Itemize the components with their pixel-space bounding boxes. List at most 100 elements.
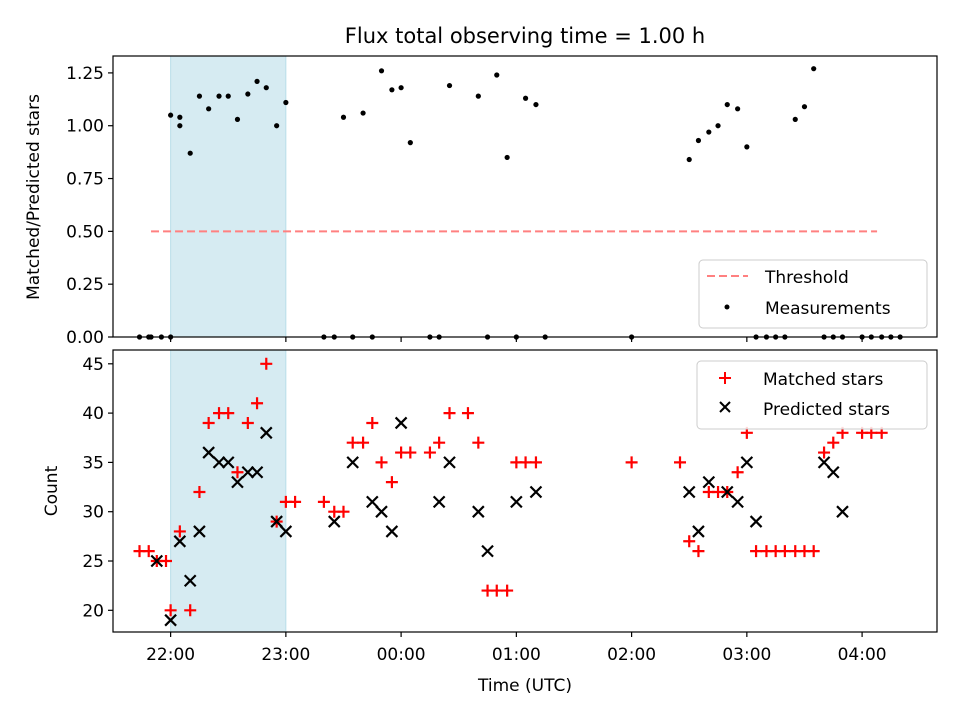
measurement-point [706, 129, 712, 135]
predicted-star-point [740, 456, 754, 469]
predicted-star-point [692, 525, 705, 538]
measurement-point [274, 123, 280, 129]
predicted-star-point [529, 485, 543, 499]
matched-star-point [357, 436, 370, 449]
matched-star-point [683, 535, 696, 548]
legend-matched-swatch [719, 372, 731, 384]
measurement-point [522, 95, 529, 101]
x-tick-label: 23:00 [261, 645, 310, 665]
bottom-plot-frame [112, 349, 938, 633]
matched-star-point [778, 545, 791, 558]
bottom-y-ticks: 20 25 30 35 40 45 [82, 355, 113, 621]
top-plot-frame [112, 55, 938, 338]
x-tick-label: 01:00 [492, 645, 541, 665]
measurement-point [811, 66, 817, 72]
matched-star-point [625, 456, 638, 469]
matched-star-point [231, 466, 244, 479]
matched-star-point [750, 545, 763, 558]
measurement-point [378, 68, 385, 74]
matched-star-point [433, 436, 446, 449]
predicted-star-point [443, 456, 456, 469]
legend-matched-label: Matched stars [763, 370, 883, 390]
measurement-point [744, 144, 750, 150]
measurement-point [446, 82, 453, 89]
top-y-axis-label: Matched/Predicted stars [24, 94, 44, 300]
matched-star-point [375, 456, 388, 469]
matched-star-point [184, 604, 197, 617]
predicted-star-point [827, 465, 840, 479]
matched-star-point [222, 407, 235, 420]
bottom-y-axis-label: Count [42, 465, 62, 516]
matched-star-point [173, 525, 186, 538]
matched-star-point [251, 397, 264, 410]
bottom-x-axis-label: Time (UTC) [477, 676, 572, 696]
legend-threshold-label: Threshold [764, 268, 849, 288]
matched-star-point [142, 545, 155, 558]
predicted-star-point [817, 456, 831, 469]
matched-star-point [366, 416, 379, 429]
measurement-point [686, 156, 692, 163]
measurement-point [168, 112, 174, 118]
measurement-point [792, 116, 798, 122]
y-tick-label: 1.25 [66, 64, 104, 84]
matched-star-point [241, 416, 254, 429]
measurement-point [340, 114, 347, 120]
matched-star-point [529, 456, 542, 469]
measurement-point [695, 137, 702, 144]
predicted-star-point [279, 525, 293, 538]
bottom-highlight-span [170, 349, 287, 633]
predicted-star-point [702, 475, 716, 489]
y-tick-label: 35 [82, 453, 104, 473]
matched-star-point [385, 476, 398, 489]
measurement-point [225, 93, 231, 99]
measurement-point [715, 123, 721, 129]
y-tick-label: 30 [82, 503, 104, 523]
matched-star-point [202, 416, 215, 429]
matched-star-point [423, 446, 436, 459]
top-x-ticks [170, 337, 863, 342]
predicted-star-point [241, 465, 255, 479]
measurement-point [187, 150, 193, 156]
measurement-point [735, 106, 741, 112]
highlight-span-rect [170, 55, 287, 338]
matched-star-point [289, 495, 302, 508]
y-tick-label: 0.50 [66, 222, 104, 242]
measurement-point [407, 140, 413, 146]
predicted-star-point [250, 465, 264, 479]
legend-predicted-swatch [719, 401, 731, 413]
y-tick-label: 1.00 [66, 117, 104, 137]
measurement-point [177, 114, 183, 120]
top-legend: Threshold Measurements [698, 259, 928, 329]
matched-star-point [317, 495, 330, 508]
predicted-star-point [202, 446, 215, 459]
matched-star-point [818, 446, 831, 459]
matched-star-point [404, 446, 417, 459]
measurement-point [206, 106, 212, 112]
predicted-star-point [749, 515, 763, 528]
y-tick-label: 0.25 [66, 275, 104, 295]
predicted-star-point [394, 416, 408, 430]
predicted-star-point [212, 456, 226, 469]
matched-star-point [519, 456, 532, 469]
measurement-point [234, 116, 241, 122]
matched-star-point [501, 584, 514, 597]
legend-predicted-label: Predicted stars [763, 400, 890, 420]
x-tick-label: 00:00 [377, 645, 426, 665]
measurement-point [177, 123, 183, 129]
measurement-point [533, 101, 539, 108]
predicted-star-point [682, 485, 696, 499]
matched-star-point [490, 584, 503, 597]
y-tick-label: 0.75 [66, 170, 104, 190]
x-tick-label: 03:00 [722, 645, 771, 665]
predicted-star-point [375, 505, 388, 518]
measurement-point [245, 91, 251, 97]
predicted-star-point [432, 495, 446, 509]
predicted-star-point [481, 544, 494, 558]
predicted-star-point [510, 495, 523, 509]
predicted-star-point [327, 515, 341, 528]
measurement-point [389, 87, 395, 93]
predicted-star-point [270, 515, 283, 528]
matched-star-point [674, 456, 687, 469]
matched-star-point [807, 545, 820, 558]
